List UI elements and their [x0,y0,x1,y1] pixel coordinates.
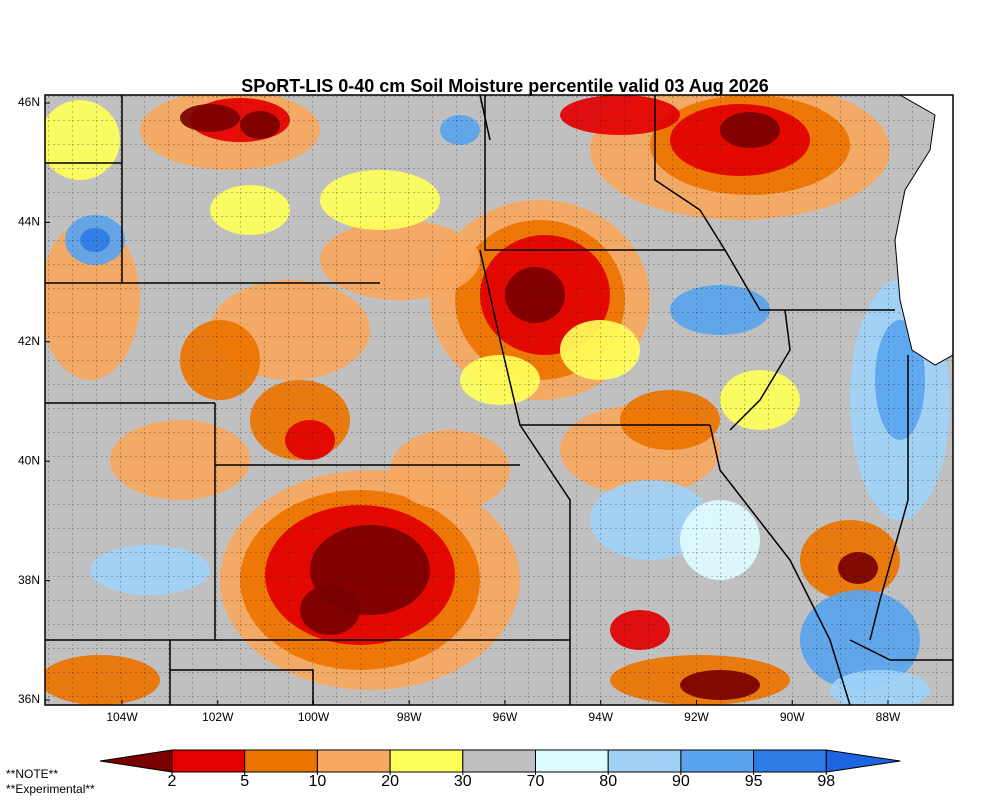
lon-label: 98W [397,710,422,724]
lat-label: 40N [18,453,40,467]
lon-label: 88W [876,710,901,724]
lat-label: 38N [18,573,40,587]
colorbar-label: 30 [454,773,472,790]
lon-label: 102W [202,710,234,724]
colorbar-label: 10 [309,773,327,790]
state-border [849,639,953,661]
colorbar: 2 5 10 20 30 70 80 90 95 98 [99,749,901,790]
map [45,95,953,705]
colorbar-label: 80 [599,773,617,790]
colorbar-swatch [171,749,246,773]
state-border [519,424,571,640]
title: SPoRT-LIS 0-40 cm Soil Moisture percenti… [241,76,769,96]
lat-label: 36N [18,692,40,706]
state-border [479,249,710,426]
lon-label: 104W [106,710,138,724]
colorbar-label: 95 [745,773,763,790]
lat-label: 42N [18,334,40,348]
state-border [479,95,491,141]
colorbar-label: 90 [672,773,690,790]
colorbar-label: 70 [527,773,545,790]
state-border [869,355,909,641]
colorbar-label: 5 [240,773,249,790]
state-border [729,309,791,431]
colorbar-label: 20 [381,773,399,790]
lon-label: 100W [298,710,330,724]
state-border [709,424,851,705]
lat-label: 46N [18,95,40,109]
lon-label: 92W [684,710,709,724]
colorbar-end [99,749,173,773]
county-grid [45,95,953,705]
lon-label: 94W [588,710,613,724]
state-border [484,95,725,251]
colorbar-swatch [316,749,391,773]
lon-label: 90W [780,710,805,724]
colorbar-swatch [462,749,536,773]
state-border [724,249,895,311]
lat-label: 44N [18,215,40,229]
state-border [170,669,314,705]
state-border [654,95,726,251]
colorbar-swatch [607,749,682,773]
colorbar-label: 2 [168,773,177,790]
note: **NOTE** [6,767,58,781]
lon-label: 96W [493,710,518,724]
map-frame [44,94,954,706]
note: **Experimental** [6,782,95,796]
colorbar-swatch [753,749,827,773]
colorbar-swatch [244,749,318,773]
colorbar-label: 98 [817,773,835,790]
colorbar-swatch [680,749,755,773]
lake-michigan [894,95,953,366]
colorbar-swatch [389,749,464,773]
colorbar-end [825,749,901,773]
colorbar-swatch [535,749,609,773]
